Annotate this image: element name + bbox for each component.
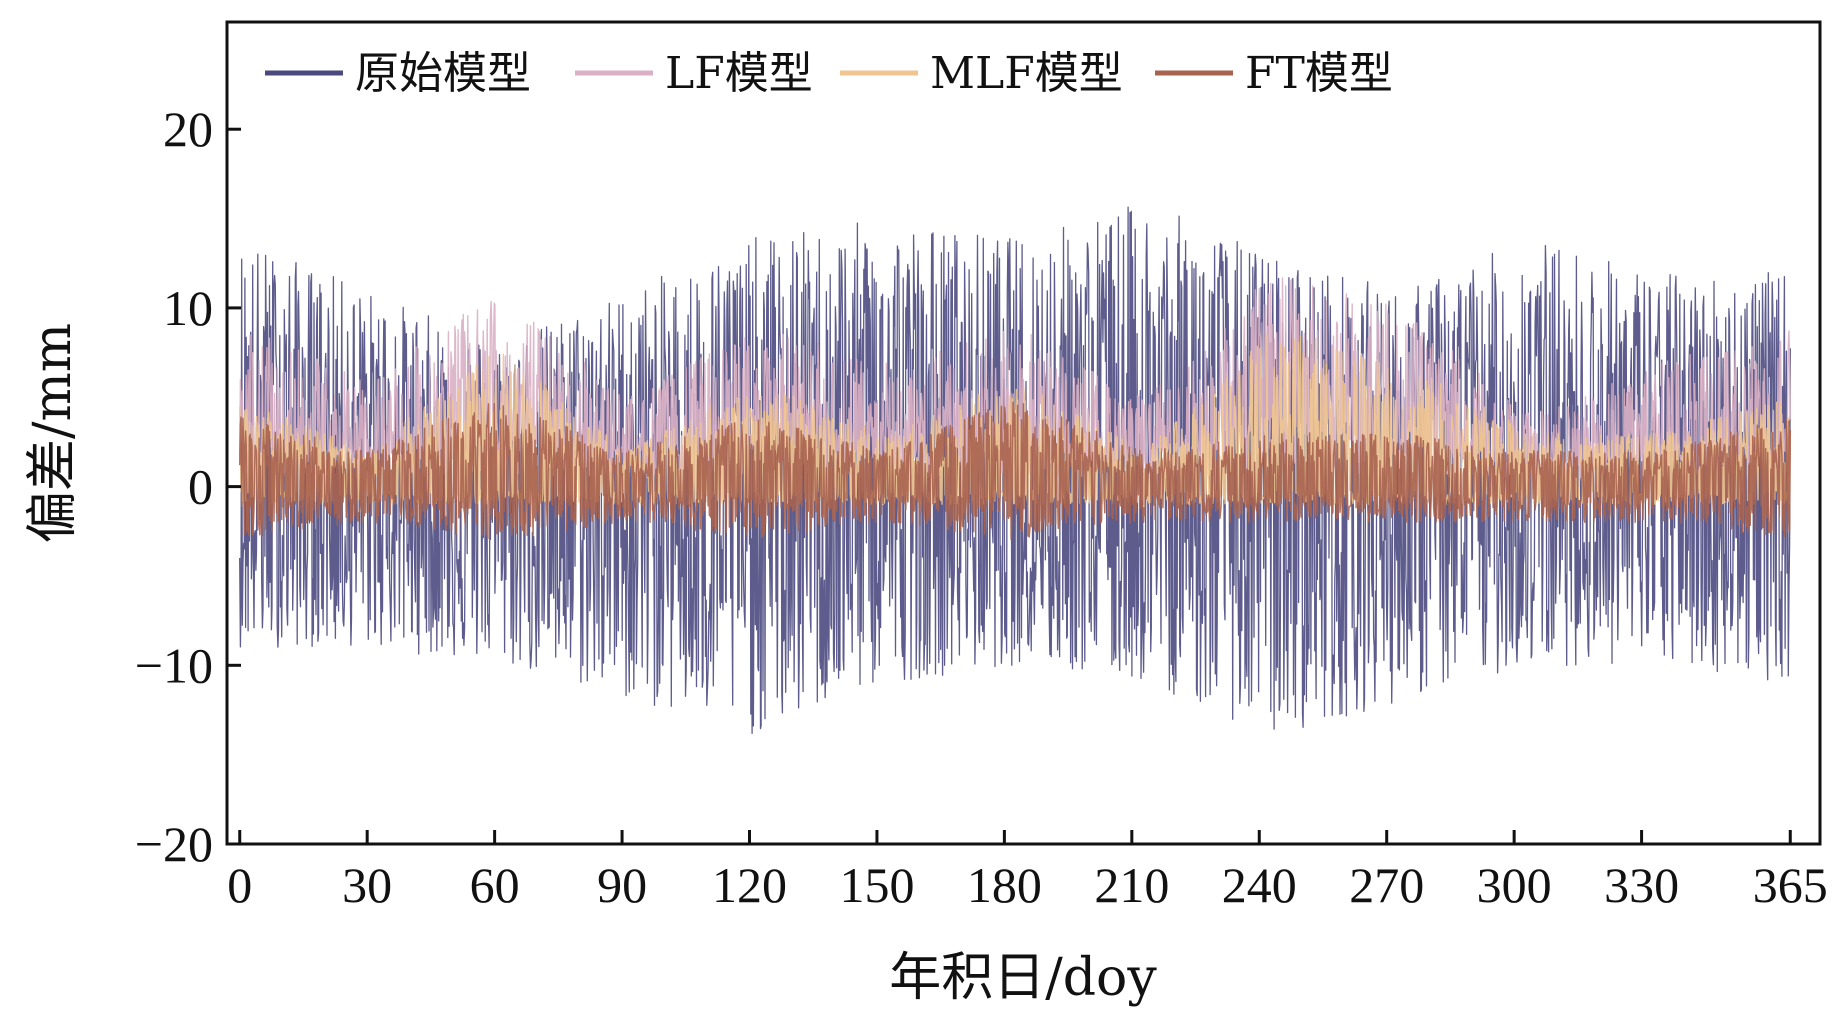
x-tick-label: 270 — [1349, 857, 1424, 913]
y-tick-label: 10 — [163, 280, 213, 336]
series-line — [238, 401, 1792, 541]
x-tick-label: 365 — [1753, 857, 1828, 913]
legend-label: LF模型 — [665, 48, 813, 99]
y-tick-label: 0 — [188, 459, 213, 515]
legend-label: MLF模型 — [930, 48, 1123, 99]
x-tick-label: 330 — [1604, 857, 1679, 913]
x-tick-label: 180 — [967, 857, 1042, 913]
y-tick-label: 20 — [163, 101, 213, 157]
tick-layer: 0 30 60 90 120 150 180 210 240 270 300 330 365 −20 −10… — [135, 101, 1828, 913]
x-tick-label: 300 — [1477, 857, 1552, 913]
x-tick-label: 240 — [1222, 857, 1297, 913]
series-line — [239, 206, 1791, 735]
x-tick-label: 120 — [712, 857, 787, 913]
x-tick-label: 150 — [839, 857, 914, 913]
x-axis-title: 年积日/doy — [889, 948, 1157, 1008]
x-tick-label: 90 — [597, 857, 647, 913]
series-layer — [238, 206, 1792, 735]
plot-frame — [225, 20, 1822, 846]
x-tick-label: 30 — [342, 857, 392, 913]
legend-label: FT模型 — [1245, 48, 1393, 99]
legend-label: 原始模型 — [355, 48, 531, 99]
legend: 原始模型 LF模型 MLF模型 FT模型 — [265, 48, 1393, 99]
y-axis-title: 偏差/mm — [23, 323, 83, 543]
y-tick-label: −20 — [135, 816, 213, 872]
x-tick-label: 210 — [1094, 857, 1169, 913]
y-tick-label: −10 — [135, 637, 213, 693]
x-tick-label: 0 — [227, 857, 252, 913]
x-tick-label: 60 — [470, 857, 520, 913]
